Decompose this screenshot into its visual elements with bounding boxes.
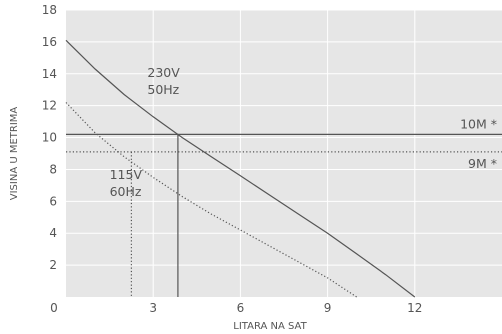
reference-lines xyxy=(66,133,502,297)
x-tick-label: 6 xyxy=(237,301,245,315)
y-tick-label: 16 xyxy=(42,35,57,49)
y-tick-label: 10 xyxy=(42,131,57,145)
series-lines xyxy=(65,39,416,298)
reference-label: 9M * xyxy=(468,156,497,171)
y-tick-label: 6 xyxy=(49,194,57,208)
series-annotation: 50Hz xyxy=(147,82,179,97)
x-axis-title: LITARA NA SAT xyxy=(233,321,307,332)
plot-background xyxy=(66,10,502,297)
y-tick-label: 8 xyxy=(49,162,57,176)
y-tick-label: 2 xyxy=(49,258,57,272)
reference-labels: 10M * 9M * xyxy=(460,116,497,171)
y-tick-labels: 2 4 6 8 10 12 14 16 18 xyxy=(42,3,57,272)
y-tick-label: 12 xyxy=(42,99,57,113)
reference-label: 10M * xyxy=(460,116,497,131)
series-annotation: 115V xyxy=(110,167,143,182)
x-tick-label: 9 xyxy=(324,301,332,315)
series-annotations: 230V 50Hz 115V 60Hz xyxy=(110,65,181,199)
grid xyxy=(66,9,502,297)
series-annotation: 60Hz xyxy=(110,184,142,199)
x-tick-label: 12 xyxy=(407,301,422,315)
y-tick-label: 14 xyxy=(42,67,57,81)
x-tick-label: 3 xyxy=(149,301,157,315)
y-tick-label: 18 xyxy=(42,3,57,17)
y-tick-label: 4 xyxy=(49,226,57,240)
y-axis-title: VISINA U METRIMA xyxy=(9,107,20,201)
series-line xyxy=(65,102,358,298)
series-annotation: 230V xyxy=(147,65,180,80)
x-tick-labels: 0 3 6 9 12 xyxy=(50,301,422,315)
series-line xyxy=(65,39,416,298)
x-tick-label: 0 xyxy=(50,301,58,315)
